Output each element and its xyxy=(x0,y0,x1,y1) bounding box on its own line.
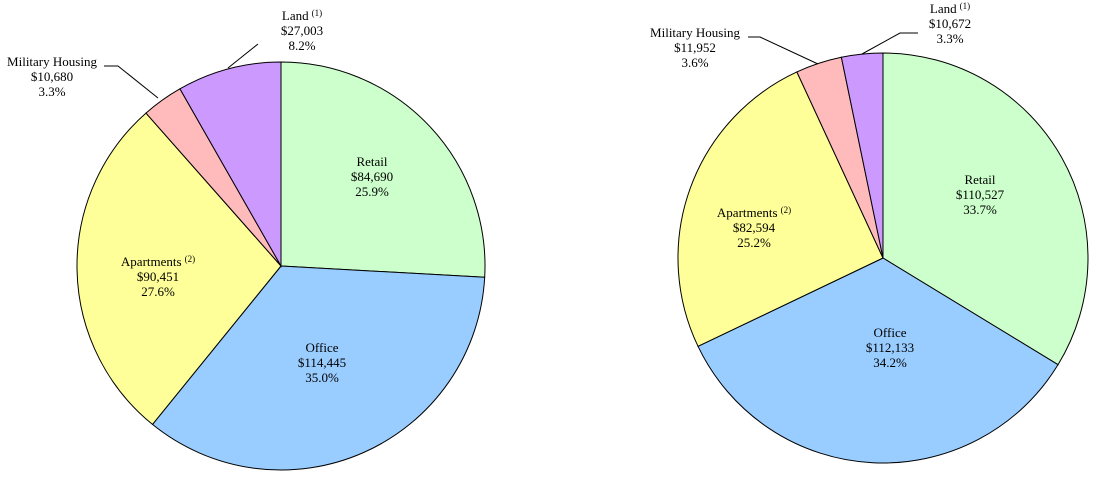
slice-label-left-military-housing: Military Housing $10,680 3.3% xyxy=(7,54,97,99)
pie-slice-left-land xyxy=(179,61,282,268)
slice-value: $110,527 xyxy=(956,187,1005,202)
slice-value: $114,445 xyxy=(298,355,346,370)
slice-percent: 3.3% xyxy=(936,31,963,46)
slice-value: $90,451 xyxy=(137,269,179,284)
slice-label-right-office: Office $112,133 34.2% xyxy=(866,325,914,370)
slice-name: Apartments xyxy=(717,205,778,220)
slice-label-right-apartments: Apartments (2) $82,594 25.2% xyxy=(717,205,791,250)
pie-slice-right-retail xyxy=(882,52,1089,366)
pie-slice-left-office xyxy=(151,265,486,471)
slice-value: $112,133 xyxy=(866,340,914,355)
pie-left: Retail $84,690 25.9% Office $114,445 35.0% Apa… xyxy=(7,8,486,471)
slice-percent: 3.3% xyxy=(38,84,65,99)
leader-line-right-land xyxy=(861,32,918,55)
slice-percent: 25.9% xyxy=(355,184,389,199)
slice-name: Office xyxy=(306,340,339,355)
slice-label-right-land: Land (1) $10,672 3.3% xyxy=(929,1,971,46)
slice-value: $84,690 xyxy=(351,169,393,184)
slice-label-right-retail: Retail $110,527 33.7% xyxy=(956,172,1005,217)
leader-line-left-military-housing xyxy=(104,65,159,99)
slice-percent: 27.6% xyxy=(141,284,175,299)
slice-footnote: (2) xyxy=(185,254,196,264)
pie-slice-right-office xyxy=(697,257,1059,464)
pie-slice-right-apartments xyxy=(677,71,884,348)
slice-name: Office xyxy=(874,325,907,340)
slice-label-left-office: Office $114,445 35.0% xyxy=(298,340,346,385)
slice-footnote: (1) xyxy=(312,8,323,18)
pie-slice-left-apartments xyxy=(76,112,282,426)
slice-percent: 8.2% xyxy=(288,38,315,53)
slice-name: Land xyxy=(282,8,309,23)
slice-label-left-land: Land (1) $27,003 8.2% xyxy=(281,8,323,53)
leader-line-left-land xyxy=(227,43,259,69)
slice-percent: 3.6% xyxy=(681,55,708,70)
slice-value: $82,594 xyxy=(733,220,776,235)
leader-line-right-military-housing xyxy=(748,36,819,65)
slice-label-right-military-housing: Military Housing $11,952 3.6% xyxy=(650,25,740,70)
slice-name: Retail xyxy=(964,172,995,187)
slice-name: Military Housing xyxy=(650,25,740,40)
slice-label-left-apartments: Apartments (2) $90,451 27.6% xyxy=(121,254,195,299)
slice-footnote: (2) xyxy=(781,205,792,215)
slice-name: Retail xyxy=(356,154,387,169)
pie-slice-left-retail xyxy=(280,61,486,278)
slice-percent: 25.2% xyxy=(737,235,771,250)
pie-right: Retail $110,527 33.7% Office $112,133 34.2% Ap… xyxy=(650,1,1089,464)
slice-name: Military Housing xyxy=(7,54,97,69)
slice-value: $10,680 xyxy=(31,69,73,84)
slice-percent: 33.7% xyxy=(963,202,997,217)
slice-name: Apartments xyxy=(121,254,182,269)
slice-value: $10,672 xyxy=(929,16,971,31)
slice-footnote: (1) xyxy=(960,1,971,11)
slice-percent: 34.2% xyxy=(873,355,907,370)
slice-label-left-retail: Retail $84,690 25.9% xyxy=(351,154,393,199)
slice-value: $27,003 xyxy=(281,23,323,38)
slice-percent: 35.0% xyxy=(305,370,339,385)
slice-name: Land xyxy=(930,1,957,16)
slice-value: $11,952 xyxy=(674,40,716,55)
